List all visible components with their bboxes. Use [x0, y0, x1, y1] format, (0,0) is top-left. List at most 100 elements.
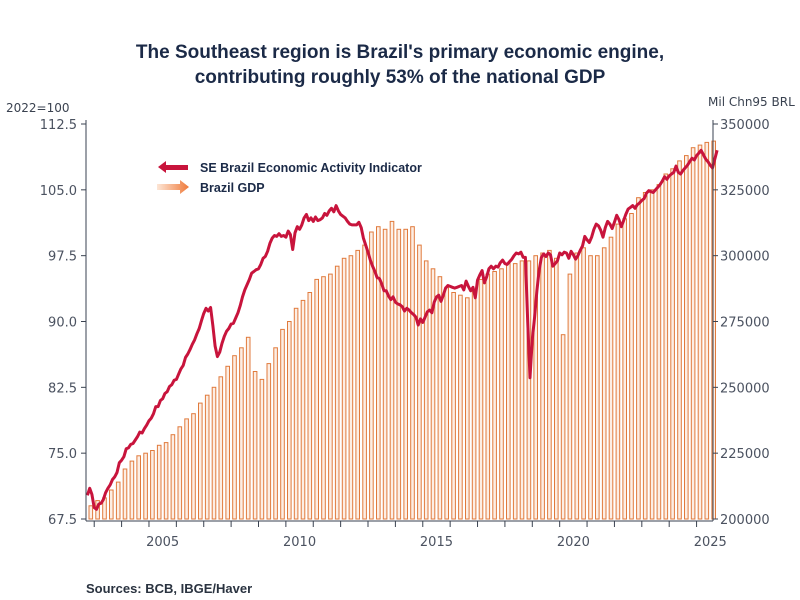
gdp-bar	[451, 292, 456, 520]
legend-arrow-right-icon	[157, 180, 189, 194]
gdp-bar	[574, 252, 580, 520]
gdp-bar	[382, 228, 388, 520]
gdp-bar	[403, 228, 408, 520]
gdp-bar	[245, 336, 251, 520]
chart-title-line-1: The Southeast region is Brazil's primary…	[135, 42, 665, 63]
legend-label-gdp: Brazil GDP	[200, 181, 265, 195]
left-axis-unit-label: 2022=100	[6, 101, 70, 115]
gdp-bar	[622, 218, 628, 520]
gdp-bar	[143, 452, 148, 520]
gdp-bar	[204, 394, 210, 520]
gdp-bar	[307, 292, 313, 520]
gdp-bar	[362, 244, 367, 520]
chart-title-line-2: contributing roughly 53% of the national…	[194, 67, 606, 88]
left-axis-tick-label: 105.0	[40, 184, 77, 199]
left-axis-tick-label: 97.5	[48, 250, 77, 265]
gdp-bar	[711, 140, 717, 520]
gdp-bar	[355, 249, 360, 520]
gdp-bar	[588, 255, 593, 520]
source-note: Sources: BCB, IBGE/Haver	[86, 581, 253, 596]
gdp-bar	[184, 418, 189, 520]
gdp-bar	[601, 247, 607, 520]
activity-line	[85, 148, 719, 511]
gdp-bar	[704, 141, 710, 520]
legend-item-activity: SE Brazil Economic Activity Indicator	[158, 161, 422, 175]
gdp-bar	[156, 444, 162, 520]
gdp-bar	[684, 155, 689, 520]
gdp-bar	[512, 263, 518, 520]
gdp-bar	[526, 260, 532, 520]
gdp-bar	[649, 189, 655, 520]
gdp-bar	[465, 297, 470, 520]
gdp-bar	[417, 244, 422, 520]
gdp-bar	[259, 378, 265, 520]
gdp-bar	[321, 276, 326, 520]
gdp-bar	[410, 226, 415, 520]
axes: 112.5 105.0 97.5 90.0 82.5 75.0 67.5 350000 3250…	[40, 118, 770, 550]
left-axis-tick-label: 67.5	[48, 513, 77, 528]
gdp-bar	[533, 255, 539, 520]
gdp-bar	[232, 355, 237, 520]
gdp-bar	[341, 257, 347, 520]
gdp-bar	[697, 144, 703, 520]
gdp-bar	[560, 334, 566, 520]
gdp-bar	[150, 450, 155, 520]
gdp-bar	[615, 223, 621, 520]
gdp-bar	[485, 273, 491, 520]
gdp-bar	[492, 271, 497, 520]
right-axis-tick-label: 325000	[720, 184, 770, 199]
gdp-bar	[177, 426, 183, 520]
gdp-bar	[430, 268, 436, 520]
gdp-bar	[129, 460, 135, 520]
gdp-bar	[239, 347, 244, 520]
gdp-bar	[423, 260, 429, 520]
gdp-bar	[170, 434, 176, 520]
x-axis-tick-label: 2015	[420, 535, 453, 550]
right-axis-tick-label: 350000	[720, 118, 770, 133]
right-axis-tick-label: 200000	[720, 513, 770, 528]
gdp-bar	[88, 505, 94, 520]
gdp-bar	[444, 286, 449, 520]
gdp-bar	[547, 249, 552, 520]
gdp-bar	[656, 184, 662, 520]
left-axis-tick-label: 75.0	[48, 447, 77, 462]
gdp-bar	[122, 468, 128, 520]
gdp-bar	[554, 257, 559, 520]
gdp-bar	[191, 413, 196, 520]
gdp-bar	[211, 386, 217, 520]
activity-line-group	[85, 148, 719, 511]
gdp-bar	[280, 328, 285, 520]
gdp-bar	[293, 307, 299, 520]
left-axis-tick-label: 112.5	[40, 118, 77, 133]
gdp-bar	[328, 273, 333, 520]
gdp-bar	[437, 276, 443, 520]
gdp-bar	[540, 252, 545, 520]
gdp-bar	[300, 299, 306, 520]
gdp-bar	[629, 213, 634, 520]
gdp-bar	[334, 265, 340, 520]
right-axis-tick-label: 275000	[720, 316, 770, 331]
gdp-bar	[458, 294, 463, 520]
gdp-bar	[198, 402, 203, 520]
gdp-bar	[519, 260, 525, 520]
gdp-bar	[115, 481, 121, 520]
gdp-bar	[677, 160, 682, 520]
x-axis-tick-label: 2010	[283, 535, 316, 550]
legend-item-gdp: Brazil GDP	[157, 180, 265, 195]
x-axis-tick-label: 2025	[694, 535, 727, 550]
gdp-bar	[506, 263, 511, 520]
legend-label-activity: SE Brazil Economic Activity Indicator	[200, 161, 422, 175]
gdp-bar	[273, 347, 278, 520]
gdp-bar	[670, 168, 675, 520]
gdp-bar	[567, 273, 573, 520]
right-axis-tick-label: 250000	[720, 381, 770, 396]
gdp-bar	[499, 268, 504, 520]
x-axis-tick-label: 2020	[557, 535, 590, 550]
gdp-bar	[636, 197, 641, 520]
gdp-bar	[642, 192, 648, 520]
x-axis-tick-label: 2005	[146, 535, 179, 550]
gdp-bar	[376, 226, 381, 520]
gdp-bar	[389, 220, 395, 520]
gdp-bar	[314, 278, 319, 520]
legend-arrow-left-icon	[158, 161, 188, 173]
